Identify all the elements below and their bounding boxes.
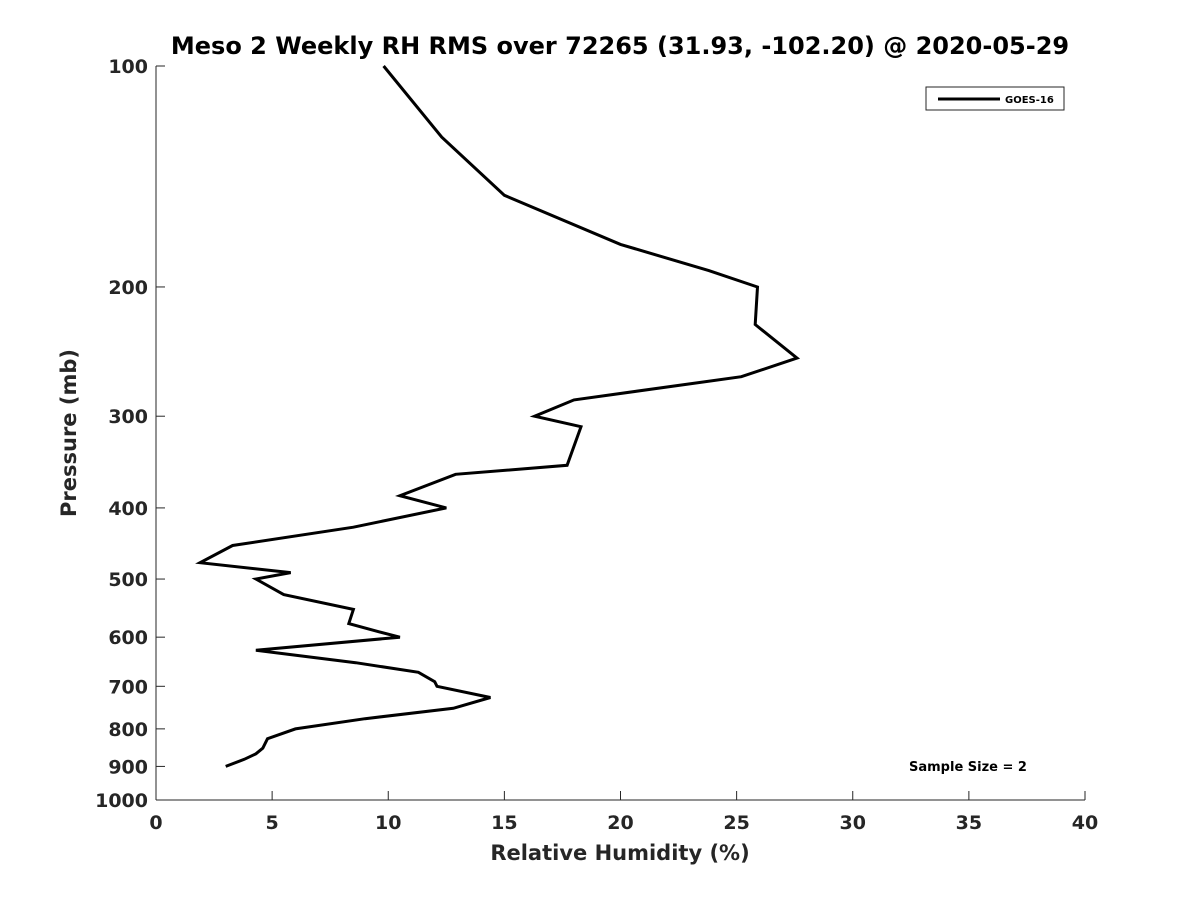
- x-tick-label: 30: [840, 812, 866, 834]
- legend: GOES-16: [925, 86, 1065, 111]
- y-tick-label: 500: [108, 569, 148, 591]
- y-tick-label: 400: [108, 498, 148, 520]
- x-tick-label: 40: [1072, 812, 1098, 834]
- series-layer: [195, 65, 801, 768]
- chart-title: Meso 2 Weekly RH RMS over 72265 (31.93, …: [171, 32, 1069, 60]
- x-tick-label: 10: [375, 812, 401, 834]
- legend-label-goes-16: GOES-16: [1005, 95, 1054, 106]
- y-tick-label: 300: [108, 406, 148, 428]
- x-tick-label: 15: [491, 812, 517, 834]
- y-tick-label: 100: [108, 56, 148, 78]
- x-axis-ticks: 0 5 10 15 20 25 30 35 40: [149, 791, 1098, 834]
- x-tick-label: 5: [266, 812, 279, 834]
- y-tick-label: 900: [108, 756, 148, 778]
- y-tick-label: 1000: [95, 790, 148, 812]
- x-tick-label: 20: [607, 812, 633, 834]
- y-axis-label: Pressure (mb): [57, 349, 81, 517]
- plot-axes: [155, 66, 1085, 801]
- x-tick-label: 0: [149, 812, 162, 834]
- series-line-goes-16: [195, 65, 801, 768]
- y-tick-label: 200: [108, 277, 148, 299]
- y-tick-label: 800: [108, 719, 148, 741]
- x-tick-label: 35: [956, 812, 982, 834]
- x-tick-label: 25: [723, 812, 749, 834]
- y-tick-label: 600: [108, 627, 148, 649]
- y-tick-label: 700: [108, 676, 148, 698]
- y-axis-ticks: 100 200 300 400 500 600 700 800 900 1000: [95, 56, 165, 812]
- sample-size-annotation: Sample Size = 2: [909, 760, 1027, 775]
- x-axis-label: Relative Humidity (%): [490, 841, 749, 865]
